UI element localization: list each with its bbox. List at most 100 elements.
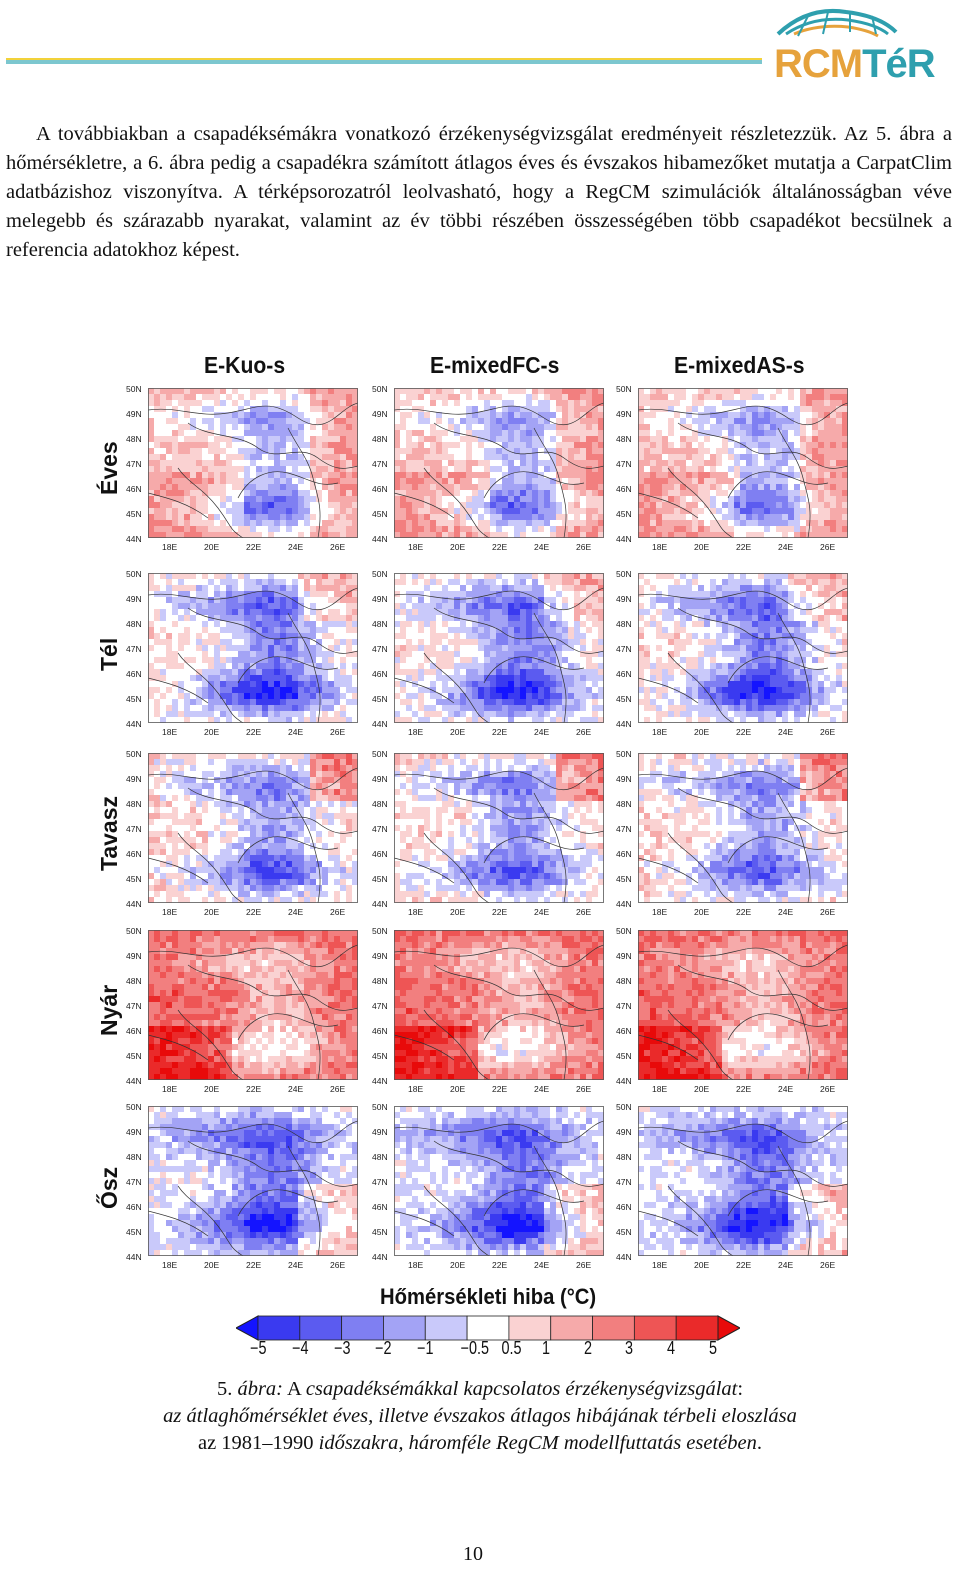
- lat-tick: 46N: [372, 1202, 388, 1212]
- lon-tick: 24E: [534, 1084, 550, 1094]
- lon-tick: 26E: [576, 727, 592, 737]
- lat-tick: 47N: [616, 1001, 632, 1011]
- lat-tick: 47N: [126, 644, 142, 654]
- lon-tick: 26E: [330, 727, 346, 737]
- map-4-3: [638, 930, 848, 1080]
- lat-tick: 46N: [372, 484, 388, 494]
- colorbar-segment: [466, 1315, 510, 1341]
- lon-tick: 22E: [246, 542, 262, 552]
- lat-tick: 46N: [126, 1026, 142, 1036]
- column-title-2: E-mixedFC-s: [430, 352, 560, 378]
- lon-tick: 22E: [246, 1260, 262, 1270]
- lon-tick: 24E: [778, 542, 794, 552]
- lon-tick: 22E: [492, 1260, 508, 1270]
- lon-tick: 22E: [736, 907, 752, 917]
- lon-tick: 18E: [408, 542, 424, 552]
- lat-tick: 45N: [616, 509, 632, 519]
- body-paragraph: A továbbiakban a csapadéksémákra vonatko…: [6, 120, 952, 265]
- lat-tick: 44N: [616, 1252, 632, 1262]
- lat-tick: 48N: [126, 976, 142, 986]
- lon-tick: 20E: [204, 1260, 220, 1270]
- lat-tick: 47N: [126, 1001, 142, 1011]
- lon-tick: 20E: [694, 907, 710, 917]
- lat-tick: 44N: [372, 1252, 388, 1262]
- lon-tick: 22E: [492, 1084, 508, 1094]
- lon-tick: 24E: [534, 907, 550, 917]
- header-rule: [6, 58, 762, 64]
- colorbar-tick-label: 5: [709, 1338, 718, 1358]
- lon-tick: 26E: [820, 542, 836, 552]
- row-label-1: Éves: [96, 441, 122, 495]
- lat-tick: 44N: [126, 1252, 142, 1262]
- row-label-3: Tavasz: [96, 795, 122, 871]
- lat-tick: 45N: [372, 694, 388, 704]
- lon-tick: 24E: [288, 1260, 304, 1270]
- lat-tick: 48N: [372, 976, 388, 986]
- lat-tick: 47N: [126, 1177, 142, 1187]
- lon-tick: 26E: [330, 907, 346, 917]
- lat-tick: 45N: [372, 874, 388, 884]
- lon-tick: 18E: [408, 727, 424, 737]
- colorbar-tick-label: 0.5: [501, 1338, 522, 1358]
- lon-tick: 20E: [694, 542, 710, 552]
- lat-tick: 48N: [126, 619, 142, 629]
- lat-tick: 48N: [616, 619, 632, 629]
- lon-tick: 24E: [534, 542, 550, 552]
- lon-tick: 22E: [736, 542, 752, 552]
- lat-tick: 47N: [372, 1001, 388, 1011]
- lat-tick: 49N: [616, 951, 632, 961]
- lon-tick: 20E: [450, 542, 466, 552]
- lat-tick: 50N: [616, 384, 632, 394]
- lat-tick: 50N: [616, 569, 632, 579]
- lat-tick: 48N: [372, 619, 388, 629]
- lon-tick: 24E: [534, 1260, 550, 1270]
- lat-tick: 48N: [372, 434, 388, 444]
- lat-tick: 44N: [372, 1076, 388, 1086]
- lon-tick: 18E: [162, 542, 178, 552]
- lat-tick: 48N: [616, 976, 632, 986]
- lon-tick: 18E: [408, 907, 424, 917]
- lon-tick: 18E: [408, 1084, 424, 1094]
- caption-line3b: időszakra, háromféle RegCM modellfuttatá…: [318, 1432, 757, 1454]
- lon-tick: 24E: [534, 727, 550, 737]
- rcmter-logo-icon: [776, 9, 898, 38]
- caption-a: A: [287, 1378, 301, 1400]
- map-2-2: [394, 573, 604, 723]
- lat-tick: 49N: [126, 594, 142, 604]
- lat-tick: 49N: [372, 1127, 388, 1137]
- lat-tick: 50N: [372, 749, 388, 759]
- lat-tick: 50N: [126, 384, 142, 394]
- map-2-3: [638, 573, 848, 723]
- lat-tick: 48N: [126, 799, 142, 809]
- lat-tick: 49N: [126, 409, 142, 419]
- lat-tick: 46N: [126, 484, 142, 494]
- lat-tick: 44N: [372, 899, 388, 909]
- lat-tick: 46N: [126, 849, 142, 859]
- lon-tick: 22E: [492, 907, 508, 917]
- lat-tick: 45N: [616, 1051, 632, 1061]
- colorbar-segment: [508, 1315, 552, 1341]
- colorbar-segment: [675, 1315, 719, 1341]
- lat-tick: 49N: [372, 409, 388, 419]
- row-label-4: Nyár: [96, 984, 122, 1036]
- lon-tick: 18E: [652, 1084, 668, 1094]
- map-1-2: [394, 388, 604, 538]
- colorbar-tick-label: 4: [667, 1338, 676, 1358]
- colorbar-segment: [424, 1315, 468, 1341]
- lat-tick: 50N: [372, 569, 388, 579]
- lat-tick: 45N: [126, 1051, 142, 1061]
- lat-tick: 45N: [372, 509, 388, 519]
- lat-tick: 46N: [372, 1026, 388, 1036]
- lon-tick: 20E: [204, 727, 220, 737]
- lat-tick: 49N: [616, 594, 632, 604]
- figure-caption: 5. ábra: A csapadéksémákkal kapcsolatos …: [60, 1376, 900, 1457]
- caption-colon: :: [737, 1378, 744, 1400]
- lat-tick: 46N: [616, 1202, 632, 1212]
- lat-tick: 45N: [616, 1227, 632, 1237]
- lon-tick: 26E: [820, 727, 836, 737]
- lat-tick: 44N: [372, 534, 388, 544]
- lat-tick: 50N: [616, 749, 632, 759]
- map-3-3: [638, 753, 848, 903]
- map-5-2: [394, 1106, 604, 1256]
- lat-tick: 47N: [372, 824, 388, 834]
